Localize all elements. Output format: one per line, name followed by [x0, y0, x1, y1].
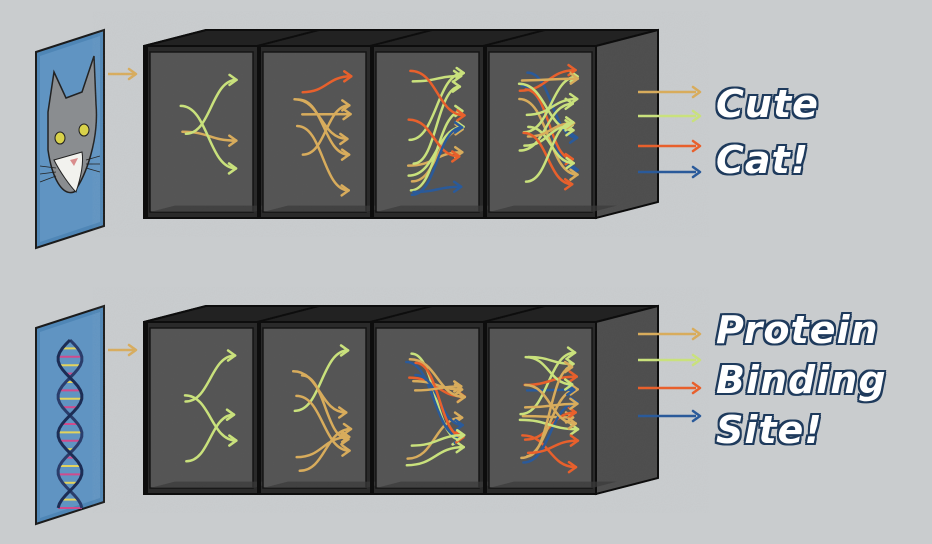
cat-input-image — [36, 30, 104, 248]
box-right-face — [596, 30, 658, 218]
dna-input-image — [36, 306, 104, 524]
layer-panel — [376, 52, 479, 212]
dna-helix-icon — [58, 340, 82, 508]
output-label-line-1: Protein — [716, 308, 879, 352]
output-label-line-1: Cute — [716, 82, 819, 126]
layer-panel — [376, 328, 479, 488]
network-box — [144, 306, 658, 494]
output-label-line-2: Cat! — [716, 138, 809, 182]
output-label-line-2: Binding — [716, 358, 887, 402]
network-box — [144, 30, 658, 218]
layer-panel — [150, 328, 253, 488]
cat-eye — [79, 124, 89, 136]
cat-eye — [55, 132, 65, 144]
connection-arrow — [527, 390, 574, 391]
layer-panel — [150, 52, 253, 212]
output-label-line-3: Site! — [716, 408, 823, 452]
